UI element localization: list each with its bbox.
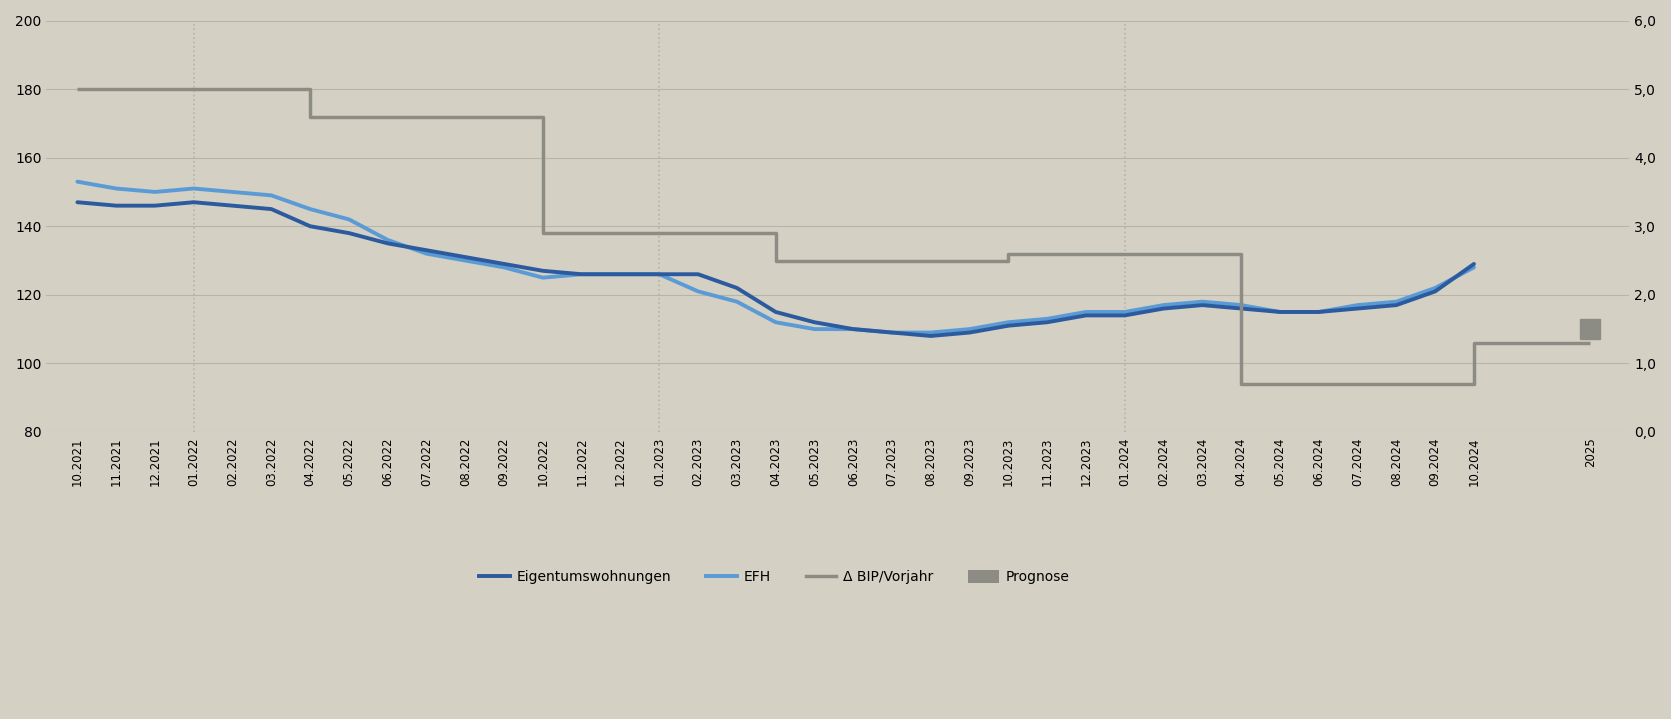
- Legend: Eigentumswohnungen, EFH, Δ BIP/Vorjahr, Prognose: Eigentumswohnungen, EFH, Δ BIP/Vorjahr, …: [475, 564, 1074, 590]
